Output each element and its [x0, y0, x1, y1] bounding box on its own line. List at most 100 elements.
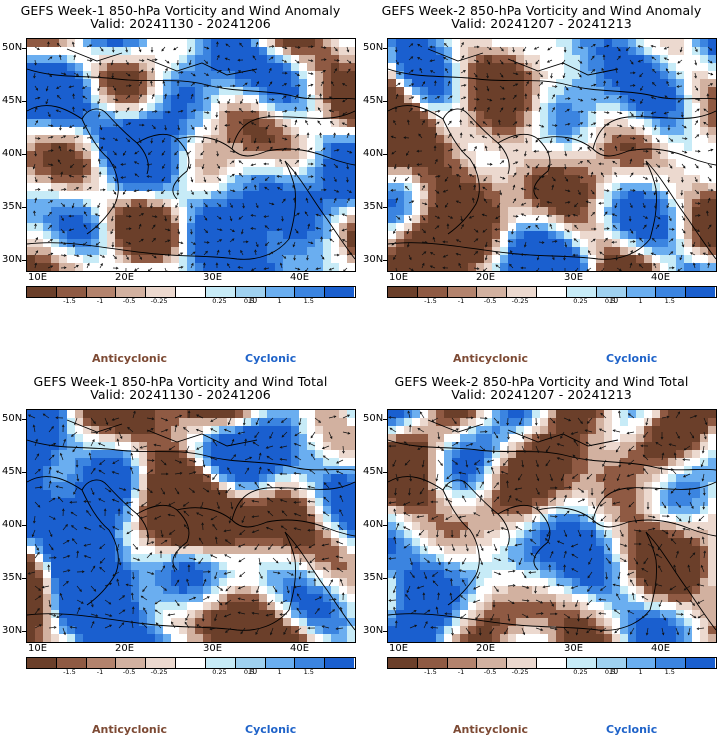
- vorticity-cell: [219, 514, 228, 523]
- wind-vector: [47, 56, 53, 61]
- vorticity-cell: [163, 103, 172, 112]
- vorticity-cell: [227, 522, 236, 531]
- vorticity-cell: [692, 255, 701, 264]
- vorticity-cell: [139, 175, 148, 184]
- vorticity-cell: [171, 39, 180, 48]
- wind-vector: [707, 59, 713, 64]
- vorticity-cell: [612, 223, 621, 232]
- vorticity-cell: [155, 490, 164, 499]
- vorticity-cell: [444, 151, 453, 160]
- vorticity-cell: [267, 466, 276, 475]
- vorticity-cell: [572, 207, 581, 216]
- vorticity-cell: [588, 247, 597, 256]
- vorticity-cell: [299, 418, 308, 427]
- vorticity-cell: [67, 490, 76, 499]
- vorticity-cell: [211, 87, 220, 96]
- vorticity-cell: [307, 119, 316, 128]
- vorticity-cell: [676, 183, 685, 192]
- vorticity-cell: [107, 418, 116, 427]
- vorticity-cell: [227, 231, 236, 240]
- vorticity-cell: [315, 538, 324, 547]
- vorticity-cell: [43, 223, 52, 232]
- wind-vector: [215, 124, 218, 130]
- vorticity-cell: [412, 231, 421, 240]
- vorticity-cell: [532, 47, 541, 56]
- wind-vector: [459, 163, 462, 169]
- wind-vector-head: [615, 67, 618, 71]
- vorticity-cell: [307, 530, 316, 539]
- vorticity-cell: [460, 135, 469, 144]
- wind-vector: [460, 42, 464, 48]
- vorticity-cell: [187, 458, 196, 467]
- vorticity-cell: [219, 466, 228, 475]
- wind-vector: [201, 137, 205, 143]
- vorticity-cell: [259, 458, 268, 467]
- vorticity-cell: [243, 127, 252, 136]
- wind-vector-head: [73, 54, 77, 58]
- vorticity-cell: [676, 215, 685, 224]
- vorticity-cell: [67, 87, 76, 96]
- coastline: [146, 58, 258, 76]
- vorticity-cell: [628, 167, 637, 176]
- wind-vector-head: [217, 166, 220, 169]
- vorticity-cell: [556, 247, 565, 256]
- vorticity-cell: [604, 183, 613, 192]
- vorticity-cell: [251, 175, 260, 184]
- wind-vector-head: [203, 179, 207, 183]
- vorticity-cell: [219, 247, 228, 256]
- vorticity-cell: [700, 183, 709, 192]
- wind-vector-head: [642, 127, 645, 131]
- vorticity-cell: [123, 167, 132, 176]
- wind-vector-head: [341, 83, 345, 86]
- vorticity-cell: [540, 207, 549, 216]
- vorticity-cell: [660, 207, 669, 216]
- vorticity-cell: [155, 39, 164, 48]
- vorticity-cell: [147, 159, 156, 168]
- wind-vector-head: [546, 150, 550, 154]
- vorticity-cell: [187, 522, 196, 531]
- vorticity-cell: [283, 175, 292, 184]
- vorticity-cell: [75, 71, 84, 80]
- vorticity-cell: [540, 39, 549, 48]
- vorticity-cell: [331, 103, 340, 112]
- vorticity-cell: [83, 103, 92, 112]
- wind-vector: [603, 124, 610, 126]
- wind-vector-head: [500, 107, 504, 111]
- vorticity-cell: [436, 151, 445, 160]
- wind-vector: [316, 214, 322, 217]
- wind-vector: [642, 137, 648, 142]
- vorticity-cell: [492, 231, 501, 240]
- vorticity-cell: [516, 239, 525, 248]
- wind-vector: [485, 241, 488, 247]
- wind-vector: [703, 252, 709, 256]
- vorticity-cell: [396, 47, 405, 56]
- wind-vector-head: [63, 188, 67, 191]
- wind-vector-head: [276, 242, 280, 245]
- wind-vector: [408, 83, 414, 87]
- vorticity-cell: [612, 175, 621, 184]
- vorticity-cell: [628, 183, 637, 192]
- vorticity-cell: [139, 538, 148, 547]
- vorticity-cell: [139, 247, 148, 256]
- wind-vector: [495, 264, 501, 269]
- colorbar-label: -0.25: [511, 297, 529, 305]
- wind-vector-head: [138, 205, 142, 209]
- vorticity-cell: [420, 63, 429, 72]
- vorticity-cell: [99, 223, 108, 232]
- wind-vector-head: [120, 163, 124, 166]
- wind-vector-head: [97, 88, 101, 92]
- wind-vector: [175, 215, 179, 221]
- vorticity-cell: [564, 127, 573, 136]
- longitude-label: 40E: [290, 272, 310, 283]
- vorticity-cell: [187, 450, 196, 459]
- vorticity-cell: [323, 418, 332, 427]
- vorticity-cell: [339, 450, 348, 459]
- wind-vector-head: [416, 149, 420, 153]
- vorticity-cell: [708, 223, 716, 232]
- wind-vector-head: [606, 123, 610, 126]
- wind-vector-head: [495, 251, 499, 255]
- vorticity-cell: [331, 79, 340, 88]
- wind-vector: [112, 163, 117, 169]
- wind-vector-head: [56, 42, 60, 46]
- vorticity-cell: [83, 410, 92, 419]
